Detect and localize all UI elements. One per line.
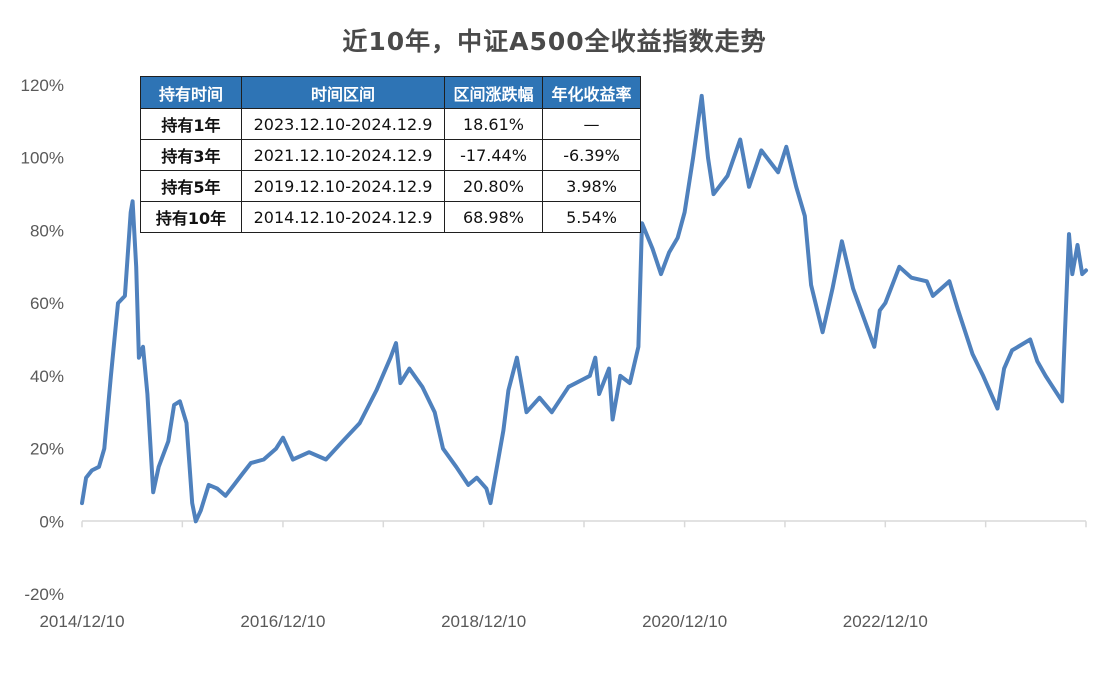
table-row: 持有1年 2023.12.10-2024.12.9 18.61% — xyxy=(140,108,641,140)
y-tick-label: 20% xyxy=(30,440,64,459)
cell-annualized: 5.54% xyxy=(542,201,641,233)
cell-annualized: -6.39% xyxy=(542,139,641,171)
cell-change: 20.80% xyxy=(444,170,543,202)
y-tick-label: 80% xyxy=(30,221,64,240)
header-hold-time: 持有时间 xyxy=(140,76,242,109)
table-row: 持有10年 2014.12.10-2024.12.9 68.98% 5.54% xyxy=(140,201,641,233)
table-header-row: 持有时间 时间区间 区间涨跌幅 年化收益率 xyxy=(140,76,641,109)
y-tick-label: 60% xyxy=(30,294,64,313)
cell-period: 2021.12.10-2024.12.9 xyxy=(241,139,445,171)
y-tick-label: 120% xyxy=(21,76,64,95)
cell-hold-time: 持有1年 xyxy=(140,108,242,140)
cell-annualized: 3.98% xyxy=(542,170,641,202)
header-change: 区间涨跌幅 xyxy=(444,76,543,109)
cell-hold-time: 持有5年 xyxy=(140,170,242,202)
x-tick-label: 2014/12/10 xyxy=(39,612,124,631)
x-tick-label: 2018/12/10 xyxy=(441,612,526,631)
header-annualized: 年化收益率 xyxy=(542,76,641,109)
chart-title: 近10年，中证A500全收益指数走势 xyxy=(342,27,767,56)
x-axis-ticks: 2014/12/10 2016/12/10 2018/12/10 2020/12/10… xyxy=(39,521,1087,631)
series-line xyxy=(80,93,1088,524)
cell-change: 18.61% xyxy=(444,108,543,140)
header-period: 时间区间 xyxy=(241,76,445,109)
cell-hold-time: 持有3年 xyxy=(140,139,242,171)
x-tick-label: 2020/12/10 xyxy=(642,612,727,631)
y-axis-ticks: 120% 100% 80% 60% 40% 20% 0% -20% xyxy=(21,76,64,604)
cell-change: 68.98% xyxy=(444,201,543,233)
x-tick-label: 2022/12/10 xyxy=(843,612,928,631)
y-tick-label: 0% xyxy=(39,512,64,531)
cell-period: 2019.12.10-2024.12.9 xyxy=(241,170,445,202)
cell-hold-time: 持有10年 xyxy=(140,201,242,233)
cell-annualized: — xyxy=(542,108,641,140)
holding-period-table: 持有时间 时间区间 区间涨跌幅 年化收益率 持有1年 2023.12.10-20… xyxy=(140,76,641,233)
y-tick-label: 40% xyxy=(30,367,64,386)
table-row: 持有3年 2021.12.10-2024.12.9 -17.44% -6.39% xyxy=(140,139,641,171)
cell-change: -17.44% xyxy=(444,139,543,171)
cell-period: 2014.12.10-2024.12.9 xyxy=(241,201,445,233)
cell-period: 2023.12.10-2024.12.9 xyxy=(241,108,445,140)
y-tick-label: -20% xyxy=(24,585,64,604)
y-tick-label: 100% xyxy=(21,149,64,168)
x-tick-label: 2016/12/10 xyxy=(240,612,325,631)
table-row: 持有5年 2019.12.10-2024.12.9 20.80% 3.98% xyxy=(140,170,641,202)
